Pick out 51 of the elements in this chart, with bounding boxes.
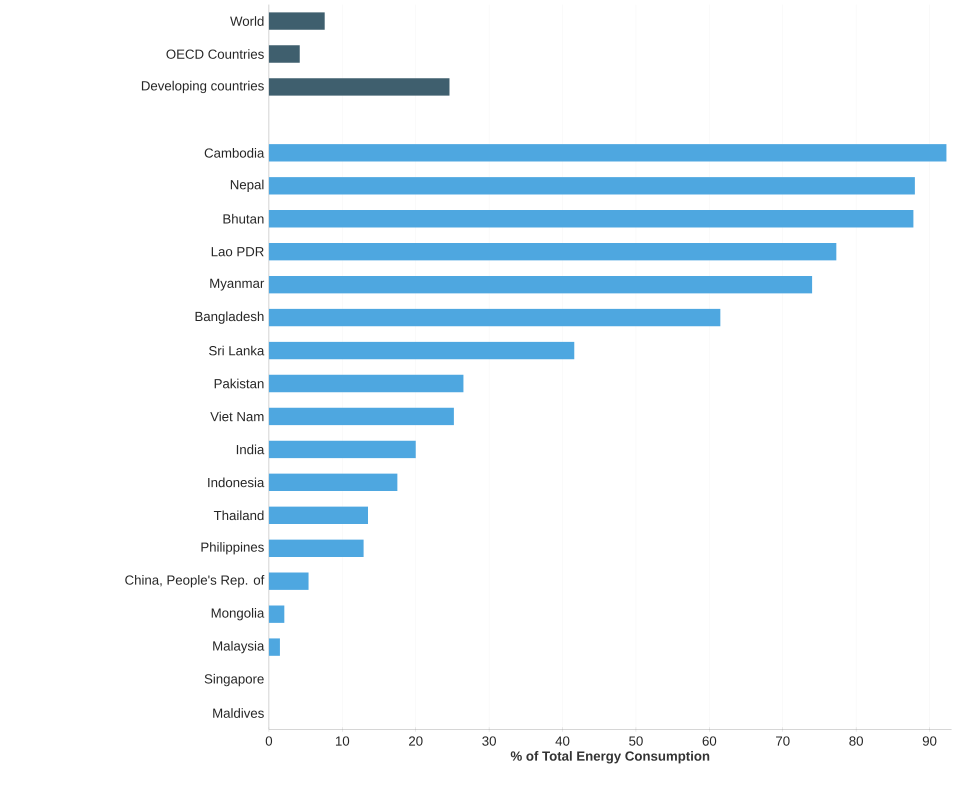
x-axis-title: % of Total Energy Consumption — [510, 751, 710, 764]
y-tick-label: Maldives — [213, 708, 264, 718]
x-tick-label: 50 — [629, 736, 643, 746]
bar — [268, 12, 325, 30]
bar — [268, 342, 574, 360]
bar — [268, 606, 284, 623]
bar — [268, 276, 812, 294]
y-tick-label: Bangladesh — [196, 312, 264, 324]
x-tick-label: 0 — [266, 736, 272, 746]
y-tick-label: Sri Lanka — [209, 346, 264, 356]
bar — [268, 144, 946, 162]
bar — [268, 572, 309, 590]
bar — [268, 210, 914, 228]
y-tick-label: Developing countries — [142, 80, 264, 94]
bar — [268, 506, 368, 524]
y-tick-label: Mongolia — [212, 608, 264, 620]
x-tick-label: 90 — [922, 736, 936, 746]
bar — [268, 440, 416, 458]
y-tick-label: China, People's Rep. of — [125, 575, 264, 588]
x-tick-label: 60 — [702, 736, 716, 746]
bar — [268, 177, 915, 195]
bar — [268, 408, 454, 426]
x-tick-label: 20 — [409, 736, 423, 746]
y-tick-label: Bhutan — [224, 214, 264, 224]
y-tick-label: Cambodia — [204, 148, 264, 158]
y-tick-label: Indonesia — [208, 478, 264, 488]
bar — [268, 243, 836, 261]
x-tick-label: 40 — [555, 736, 570, 746]
bar — [268, 45, 300, 63]
y-tick-label: World — [230, 16, 264, 26]
y-tick-label: Myanmar — [210, 278, 264, 291]
bar — [268, 474, 398, 492]
y-tick-label: Thailand — [214, 510, 264, 520]
x-tick-label: 10 — [336, 736, 350, 746]
y-tick-label: Singapore — [204, 674, 264, 686]
y-tick-label: OECD Countries — [166, 49, 264, 59]
y-tick-label: Philippines — [201, 542, 264, 555]
bar — [268, 540, 364, 558]
bar — [268, 78, 450, 96]
bar — [268, 374, 464, 392]
bar — [268, 638, 280, 656]
x-tick-label: 70 — [776, 736, 790, 746]
y-tick-label: Pakistan — [214, 378, 264, 389]
bar — [268, 309, 720, 326]
y-tick-label: Nepal — [230, 180, 264, 192]
x-tick-label: 30 — [482, 736, 496, 746]
y-tick-label: Malaysia — [213, 641, 264, 654]
y-tick-label: Lao PDR — [212, 247, 264, 256]
y-tick-label: Viet Nam — [210, 412, 264, 422]
y-tick-label: India — [236, 444, 264, 454]
x-tick-label: 80 — [849, 736, 863, 746]
